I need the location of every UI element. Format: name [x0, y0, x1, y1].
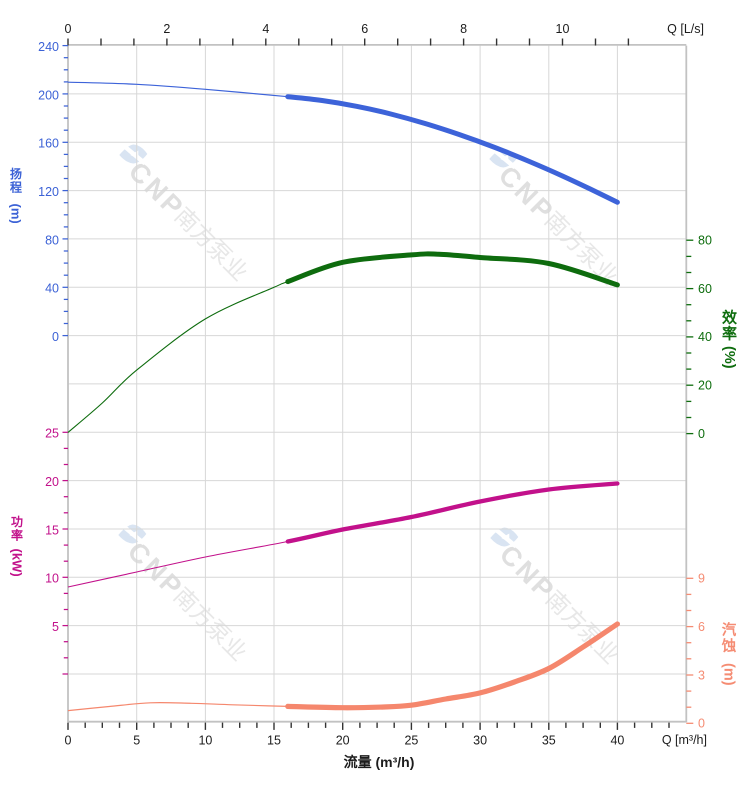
svg-text:Q [m³/h]: Q [m³/h] [662, 733, 707, 747]
svg-text:效: 效 [722, 309, 738, 327]
svg-text:60: 60 [698, 282, 712, 296]
svg-text:25: 25 [45, 427, 59, 441]
svg-text:3: 3 [698, 668, 705, 682]
svg-text:80: 80 [45, 233, 59, 247]
svg-text:40: 40 [610, 734, 624, 748]
svg-text:Q [L/s]: Q [L/s] [667, 22, 704, 36]
svg-text:蚀: 蚀 [721, 637, 737, 655]
svg-text:5: 5 [52, 620, 59, 634]
svg-text:25: 25 [404, 734, 418, 748]
svg-text:2: 2 [163, 22, 170, 36]
svg-text:30: 30 [473, 734, 487, 748]
svg-text:20: 20 [336, 734, 350, 748]
svg-text:率: 率 [722, 325, 737, 343]
svg-text:8: 8 [460, 22, 467, 36]
svg-text:80: 80 [698, 234, 712, 248]
svg-text:160: 160 [38, 137, 59, 151]
svg-text:率: 率 [11, 528, 23, 543]
svg-text:120: 120 [38, 185, 59, 199]
svg-text:15: 15 [45, 523, 59, 537]
svg-text:汽: 汽 [722, 621, 737, 639]
svg-text:20: 20 [45, 475, 59, 489]
svg-text:0: 0 [65, 734, 72, 748]
svg-text:0: 0 [698, 427, 705, 441]
svg-text:0: 0 [52, 330, 59, 344]
svg-text:40: 40 [698, 330, 712, 344]
svg-text:(m): (m) [721, 663, 737, 686]
svg-text:(%): (%) [721, 346, 737, 369]
svg-text:程: 程 [10, 180, 22, 195]
svg-text:(m): (m) [9, 204, 24, 224]
svg-text:功: 功 [11, 514, 23, 529]
svg-text:扬: 扬 [10, 166, 22, 181]
svg-text:9: 9 [698, 572, 705, 586]
svg-text:10: 10 [45, 572, 59, 586]
svg-text:(kW): (kW) [10, 549, 25, 577]
svg-text:35: 35 [542, 734, 556, 748]
svg-text:40: 40 [45, 282, 59, 296]
svg-text:流量 (m³/h): 流量 (m³/h) [344, 754, 415, 770]
svg-text:200: 200 [38, 88, 59, 102]
svg-text:4: 4 [262, 22, 269, 36]
svg-text:20: 20 [698, 379, 712, 393]
svg-text:6: 6 [361, 22, 368, 36]
svg-text:10: 10 [556, 22, 570, 36]
svg-text:240: 240 [38, 40, 59, 54]
svg-text:15: 15 [267, 734, 281, 748]
svg-text:10: 10 [198, 734, 212, 748]
svg-text:6: 6 [698, 620, 705, 634]
svg-text:5: 5 [133, 734, 140, 748]
svg-text:0: 0 [65, 22, 72, 36]
svg-text:0: 0 [698, 717, 705, 731]
